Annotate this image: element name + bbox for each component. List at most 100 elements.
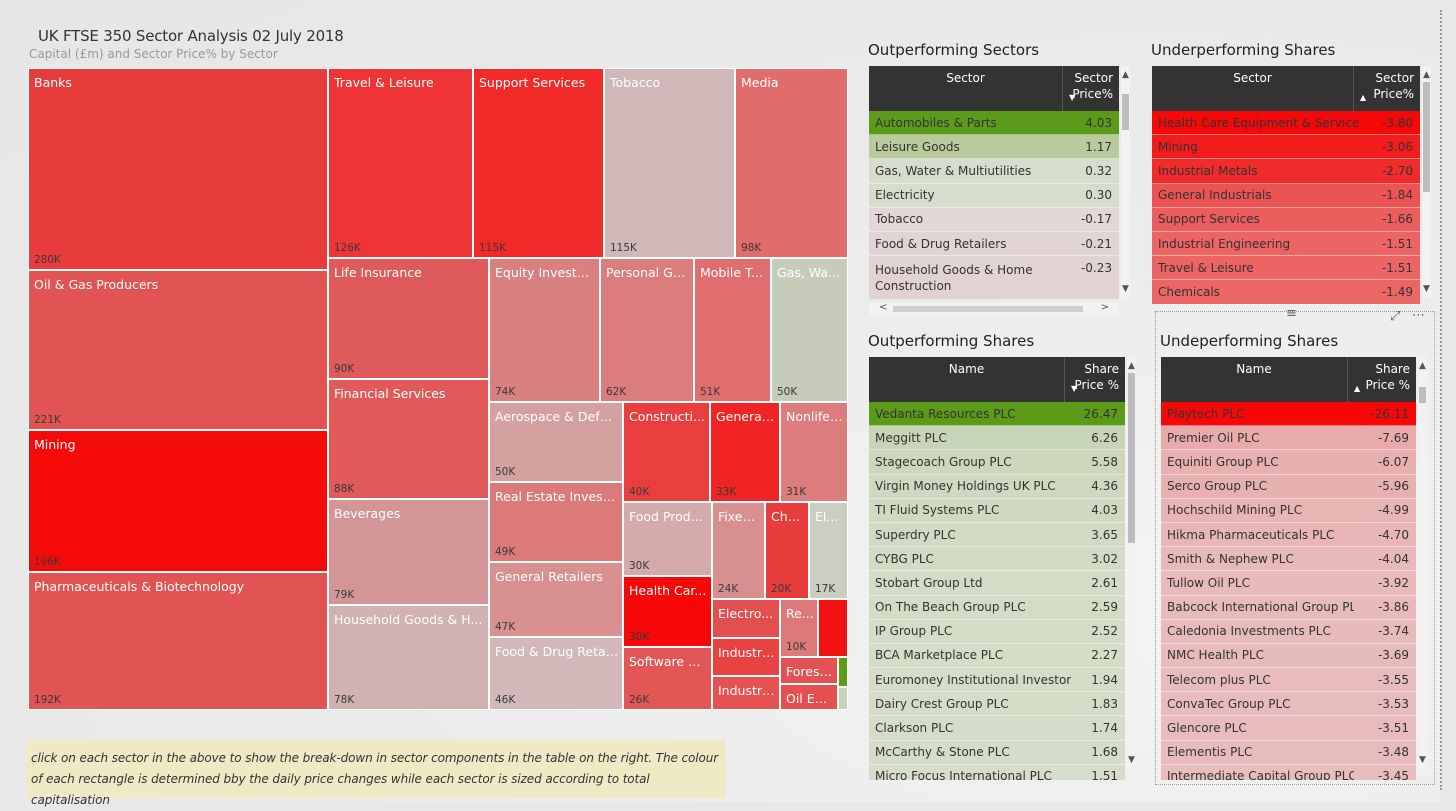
column-header-name[interactable]: Sector: [869, 66, 1063, 111]
drag-handle-icon[interactable]: ≡: [1286, 306, 1297, 321]
treemap-tile[interactable]: Fixed... 24K: [712, 502, 765, 599]
table-row[interactable]: NMC Health PLC -3.69: [1161, 643, 1416, 669]
column-header-name[interactable]: Name: [1161, 357, 1348, 402]
treemap-tile[interactable]: Food Prod... 30K: [623, 502, 712, 576]
treemap-tile[interactable]: General ... 33K: [710, 402, 780, 502]
table-row[interactable]: On The Beach Group PLC 2.59: [869, 595, 1125, 620]
treemap-tile[interactable]: El... 17K: [809, 502, 848, 599]
table-row[interactable]: McCarthy & Stone PLC 1.68: [869, 740, 1125, 765]
treemap-tile[interactable]: Mobile T... 51K: [694, 258, 771, 402]
column-header-value[interactable]: Share Price % ▲: [1348, 357, 1416, 402]
scroll-thumb[interactable]: [1423, 82, 1430, 192]
table-row[interactable]: Playtech PLC -26.11: [1161, 402, 1416, 427]
table-row[interactable]: Premier Oil PLC -7.69: [1161, 426, 1416, 451]
treemap-tile[interactable]: Oil & Gas Producers 221K: [28, 270, 328, 430]
treemap-tile[interactable]: Banks 280K: [28, 68, 328, 270]
treemap-tile[interactable]: Real Estate Investm... 49K: [489, 482, 623, 562]
table-row[interactable]: Food & Drug Retailers -0.21: [869, 231, 1119, 257]
table-row[interactable]: Tobacco -0.17: [869, 207, 1119, 232]
treemap-tile[interactable]: Mining 196K: [28, 430, 328, 572]
treemap-tile[interactable]: Oil Eq...: [780, 684, 838, 710]
table-row[interactable]: Clarkson PLC 1.74: [869, 716, 1125, 741]
table-row[interactable]: Mining -3.06: [1152, 135, 1420, 160]
treemap-tile[interactable]: Che... 20K: [765, 502, 809, 599]
vertical-scrollbar[interactable]: ▲ ▼: [1121, 66, 1130, 298]
treemap-tile[interactable]: Electro...: [712, 599, 780, 638]
treemap-tile[interactable]: Forest...: [780, 657, 838, 684]
table-row[interactable]: Chemicals -1.49: [1152, 280, 1420, 304]
sector-treemap[interactable]: Banks 280K Oil & Gas Producers 221K Mining 19…: [28, 68, 848, 710]
scroll-up-icon[interactable]: ▲: [1128, 361, 1135, 371]
table-row[interactable]: Travel & Leisure -1.51: [1152, 256, 1420, 281]
treemap-tile[interactable]: Food & Drug Retail... 46K: [489, 637, 623, 710]
table-row[interactable]: Automobiles & Parts 4.03: [869, 111, 1119, 136]
table-row[interactable]: Stagecoach Group PLC 5.58: [869, 450, 1125, 475]
treemap-tile[interactable]: Gas, Wat... 50K: [771, 258, 848, 402]
table-row[interactable]: Hochschild Mining PLC -4.99: [1161, 498, 1416, 523]
vertical-scrollbar[interactable]: ▲ ▼: [1422, 66, 1431, 298]
scroll-thumb[interactable]: [1128, 373, 1135, 543]
treemap-tile[interactable]: Life Insurance 90K: [328, 258, 489, 379]
table-row[interactable]: CYBG PLC 3.02: [869, 547, 1125, 572]
column-header-value[interactable]: Sector Price% ▲: [1354, 66, 1420, 111]
table-row[interactable]: Virgin Money Holdings UK PLC 4.36: [869, 474, 1125, 499]
treemap-tile[interactable]: Nonlife ... 31K: [780, 402, 848, 502]
treemap-tile[interactable]: Industri...: [712, 676, 780, 710]
treemap-tile[interactable]: [818, 599, 848, 657]
treemap-tile[interactable]: General Retailers 47K: [489, 562, 623, 637]
table-row[interactable]: Tullow Oil PLC -3.92: [1161, 571, 1416, 596]
treemap-tile[interactable]: Equity Investm... 74K: [489, 258, 600, 402]
treemap-tile[interactable]: Household Goods & H... 78K: [328, 605, 489, 710]
treemap-tile[interactable]: Tobacco 115K: [604, 68, 735, 258]
table-row[interactable]: IP Group PLC 2.52: [869, 619, 1125, 644]
scroll-up-icon[interactable]: ▲: [1122, 70, 1129, 80]
focus-mode-icon[interactable]: ⤢: [1390, 309, 1401, 324]
vertical-scrollbar[interactable]: ▲ ▼: [1418, 357, 1427, 769]
treemap-tile[interactable]: Constructi... 40K: [623, 402, 710, 502]
scroll-down-icon[interactable]: ▼: [1419, 755, 1426, 765]
treemap-tile[interactable]: Industri...: [712, 638, 780, 676]
table-row[interactable]: Support Services -1.66: [1152, 207, 1420, 232]
table-row[interactable]: Micro Focus International PLC 1.51: [869, 764, 1125, 780]
treemap-tile[interactable]: Health Car... 30K: [623, 576, 712, 647]
scroll-up-icon[interactable]: ▲: [1423, 70, 1430, 80]
table-row[interactable]: Health Care Equipment & Services -3.80: [1152, 111, 1420, 136]
table-row[interactable]: Smith & Nephew PLC -4.04: [1161, 547, 1416, 572]
column-header-name[interactable]: Name: [869, 357, 1065, 402]
table-row[interactable]: Stobart Group Ltd 2.61: [869, 571, 1125, 596]
table-row[interactable]: Household Goods & Home Construction -0.23: [869, 256, 1119, 301]
table-row[interactable]: ConvaTec Group PLC -3.53: [1161, 692, 1416, 717]
scroll-thumb[interactable]: [1122, 94, 1129, 130]
scroll-down-icon[interactable]: ▼: [1128, 755, 1135, 765]
outperforming-shares-table[interactable]: Name Share Price % ▼ Vedanta Resources PLC 2…: [869, 357, 1149, 781]
more-options-icon[interactable]: ⋯: [1412, 308, 1425, 323]
table-row[interactable]: Euromoney Institutional Investor PLC 1.94: [869, 668, 1125, 693]
table-row[interactable]: Babcock International Group PLC -3.86: [1161, 595, 1416, 620]
treemap-tile[interactable]: Beverages 79K: [328, 499, 489, 605]
table-row[interactable]: Intermediate Capital Group PLC -3.45: [1161, 764, 1416, 780]
table-row[interactable]: Gas, Water & Multiutilities 0.32: [869, 159, 1119, 184]
underperforming-shares-table[interactable]: Name Share Price % ▲ Playtech PLC -26.11 Prem…: [1161, 357, 1434, 781]
table-row[interactable]: Equiniti Group PLC -6.07: [1161, 450, 1416, 475]
table-row[interactable]: Caledonia Investments PLC -3.74: [1161, 619, 1416, 644]
table-row[interactable]: Telecom plus PLC -3.55: [1161, 668, 1416, 693]
column-header-value[interactable]: Share Price % ▼: [1065, 357, 1125, 402]
scroll-up-icon[interactable]: ▲: [1419, 361, 1426, 371]
treemap-tile[interactable]: Financial Services 88K: [328, 379, 489, 499]
table-row[interactable]: Hikma Pharmaceuticals PLC -4.70: [1161, 522, 1416, 548]
table-row[interactable]: Glencore PLC -3.51: [1161, 716, 1416, 741]
treemap-tile[interactable]: Support Services 115K: [473, 68, 604, 258]
treemap-tile[interactable]: Personal Go... 62K: [600, 258, 694, 402]
table-row[interactable]: Industrial Metals -2.70: [1152, 159, 1420, 184]
horizontal-scroll-thumb[interactable]: [893, 306, 1083, 312]
treemap-tile[interactable]: Pharmaceuticals & Biotechnology 192K: [28, 572, 328, 710]
table-row[interactable]: Elementis PLC -3.48: [1161, 740, 1416, 765]
scroll-thumb[interactable]: [1419, 387, 1426, 403]
table-row[interactable]: Industrial Engineering -1.51: [1152, 231, 1420, 257]
treemap-tile[interactable]: Software &... 26K: [623, 647, 712, 710]
scroll-left-icon[interactable]: <: [879, 302, 888, 313]
table-row[interactable]: Meggitt PLC 6.26: [869, 426, 1125, 451]
table-row[interactable]: BCA Marketplace PLC 2.27: [869, 643, 1125, 669]
table-row[interactable]: Electricity 0.30: [869, 183, 1119, 208]
table-row[interactable]: Dairy Crest Group PLC 1.83: [869, 692, 1125, 717]
